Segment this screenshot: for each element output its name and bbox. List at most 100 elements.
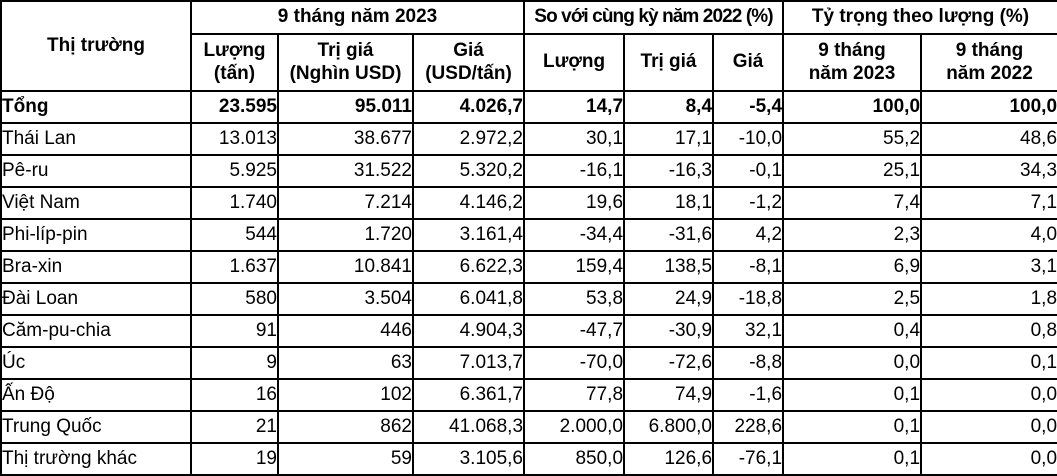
value-cell: 31.522 [277, 154, 414, 188]
value-cell: 0,0 [920, 378, 1057, 412]
value-cell: -1,2 [712, 186, 785, 220]
value-cell: -8,8 [712, 346, 785, 380]
value-cell: 0,0 [920, 410, 1057, 444]
value-cell: -31,6 [623, 218, 715, 252]
value-cell: 6.622,3 [411, 250, 526, 284]
value-cell: 34,3 [920, 154, 1057, 188]
value-cell: 6,9 [782, 250, 923, 284]
value-cell: 1,8 [920, 282, 1057, 316]
value-cell: 850,0 [523, 442, 626, 476]
value-cell: 18,1 [623, 186, 715, 220]
value-cell: 32,1 [712, 314, 785, 348]
value-cell: 0,1 [782, 378, 923, 412]
table-row: Ấn Độ 16 102 6.361,7 77,8 74,9 -1,6 0,1 0,0 [0, 378, 1057, 412]
value-cell: 0,1 [920, 346, 1057, 380]
value-cell: 544 [190, 218, 279, 252]
value-cell: -8,1 [712, 250, 785, 284]
value-cell: 5.925 [190, 154, 279, 188]
value-cell: 1.740 [190, 186, 279, 220]
value-cell: 5.320,2 [411, 154, 526, 188]
value-cell: 24,9 [623, 282, 715, 316]
value-cell: 3.105,6 [411, 442, 526, 476]
value-cell: 19,6 [523, 186, 626, 220]
value-cell: -0,1 [712, 154, 785, 188]
value-cell: 7.214 [277, 186, 414, 220]
value-cell: 0,0 [782, 346, 923, 380]
table-row: Thái Lan 13.013 38.677 2.972,2 30,1 17,1 -10,0… [0, 122, 1057, 156]
col-header-quantity-change: Lượng [523, 33, 626, 92]
value-cell: -34,4 [523, 218, 626, 252]
value-cell: -47,7 [523, 314, 626, 348]
value-cell: 102 [277, 378, 414, 412]
value-cell: 38.677 [277, 122, 414, 156]
value-cell: 41.068,3 [411, 410, 526, 444]
table-row: Thị trường khác 19 59 3.105,6 850,0 126,6 -76,… [0, 442, 1057, 476]
value-cell: 17,1 [623, 122, 715, 156]
header-sub-row: Lượng (tấn) Trị giá (Nghìn USD) Giá (USD… [1, 33, 1057, 92]
value-cell: 0,8 [920, 314, 1057, 348]
value-cell: -76,1 [712, 442, 785, 476]
value-cell: 19 [190, 442, 279, 476]
table-row: Trung Quốc 21 862 41.068,3 2.000,0 6.800,0 228… [0, 410, 1057, 444]
col-header-share-2022: 9 tháng năm 2022 [920, 33, 1057, 92]
table-row: Úc 9 63 7.013,7 -70,0 -72,6 -8,8 0,0 0,1 [0, 346, 1057, 380]
value-cell: 100,0 [782, 90, 923, 124]
value-cell: -70,0 [523, 346, 626, 380]
value-cell: 3.161,4 [411, 218, 526, 252]
value-cell: 580 [190, 282, 279, 316]
table-row: Việt Nam 1.740 7.214 4.146,2 19,6 18,1 -1,2 7,4… [0, 186, 1057, 220]
value-cell: 14,7 [523, 90, 626, 124]
market-name-cell: Căm-pu-chia [0, 314, 192, 348]
value-cell: 4.146,2 [411, 186, 526, 220]
table-row: Phi-líp-pin 544 1.720 3.161,4 -34,4 -31,6 4,2 2… [0, 218, 1057, 252]
col-group-share-by-volume: Tỷ trọng theo lượng (%) [782, 0, 1057, 35]
value-cell: 23.595 [190, 90, 279, 124]
value-cell: 55,2 [782, 122, 923, 156]
market-name-cell: Thái Lan [0, 122, 192, 156]
col-header-market: Thị trường [0, 0, 192, 92]
table-row: Đài Loan 580 3.504 6.041,8 53,8 24,9 -18,8 2,5 1… [0, 282, 1057, 316]
value-cell: 2.972,2 [411, 122, 526, 156]
value-cell: 2,3 [782, 218, 923, 252]
value-cell: 48,6 [920, 122, 1057, 156]
value-cell: 13.013 [190, 122, 279, 156]
value-cell: 2,5 [782, 282, 923, 316]
value-cell: 8,4 [623, 90, 715, 124]
value-cell: 100,0 [920, 90, 1057, 124]
value-cell: 74,9 [623, 378, 715, 412]
value-cell: -5,4 [712, 90, 785, 124]
market-name-cell: Thị trường khác [0, 442, 192, 476]
value-cell: 6.800,0 [623, 410, 715, 444]
value-cell: 9 [190, 346, 279, 380]
value-cell: 16 [190, 378, 279, 412]
value-cell: -1,6 [712, 378, 785, 412]
value-cell: 228,6 [712, 410, 785, 444]
value-cell: 95.011 [277, 90, 414, 124]
col-group-vs-2022: So với cùng kỳ năm 2022 (%) [523, 0, 785, 35]
value-cell: 91 [190, 314, 279, 348]
value-cell: 4.904,3 [411, 314, 526, 348]
value-cell: -30,9 [623, 314, 715, 348]
value-cell: 21 [190, 410, 279, 444]
value-cell: 77,8 [523, 378, 626, 412]
table-row: Pê-ru 5.925 31.522 5.320,2 -16,1 -16,3 -0,1 25,… [0, 154, 1057, 188]
table-row: Căm-pu-chia 91 446 4.904,3 -47,7 -30,9 32,1 0,4… [0, 314, 1057, 348]
market-name-cell: Pê-ru [0, 154, 192, 188]
value-cell: 446 [277, 314, 414, 348]
col-header-value-change: Trị giá [623, 33, 715, 92]
market-name-cell: Ấn Độ [0, 378, 192, 412]
value-cell: 53,8 [523, 282, 626, 316]
value-cell: 4.026,7 [411, 90, 526, 124]
value-cell: -18,8 [712, 282, 785, 316]
value-cell: -16,1 [523, 154, 626, 188]
value-cell: 862 [277, 410, 414, 444]
market-name-cell: Trung Quốc [0, 410, 192, 444]
table-row-total: Tổng 23.595 95.011 4.026,7 14,7 8,4 -5,4 100,0 1… [0, 90, 1057, 124]
table-body: Tổng 23.595 95.011 4.026,7 14,7 8,4 -5,4 100,0 1… [0, 90, 1057, 476]
value-cell: 7,4 [782, 186, 923, 220]
header-group-row: Thị trường 9 tháng năm 2023 So với cùng … [0, 0, 1057, 92]
col-header-quantity-tons: Lượng (tấn) [190, 33, 279, 92]
value-cell: 4,0 [920, 218, 1057, 252]
